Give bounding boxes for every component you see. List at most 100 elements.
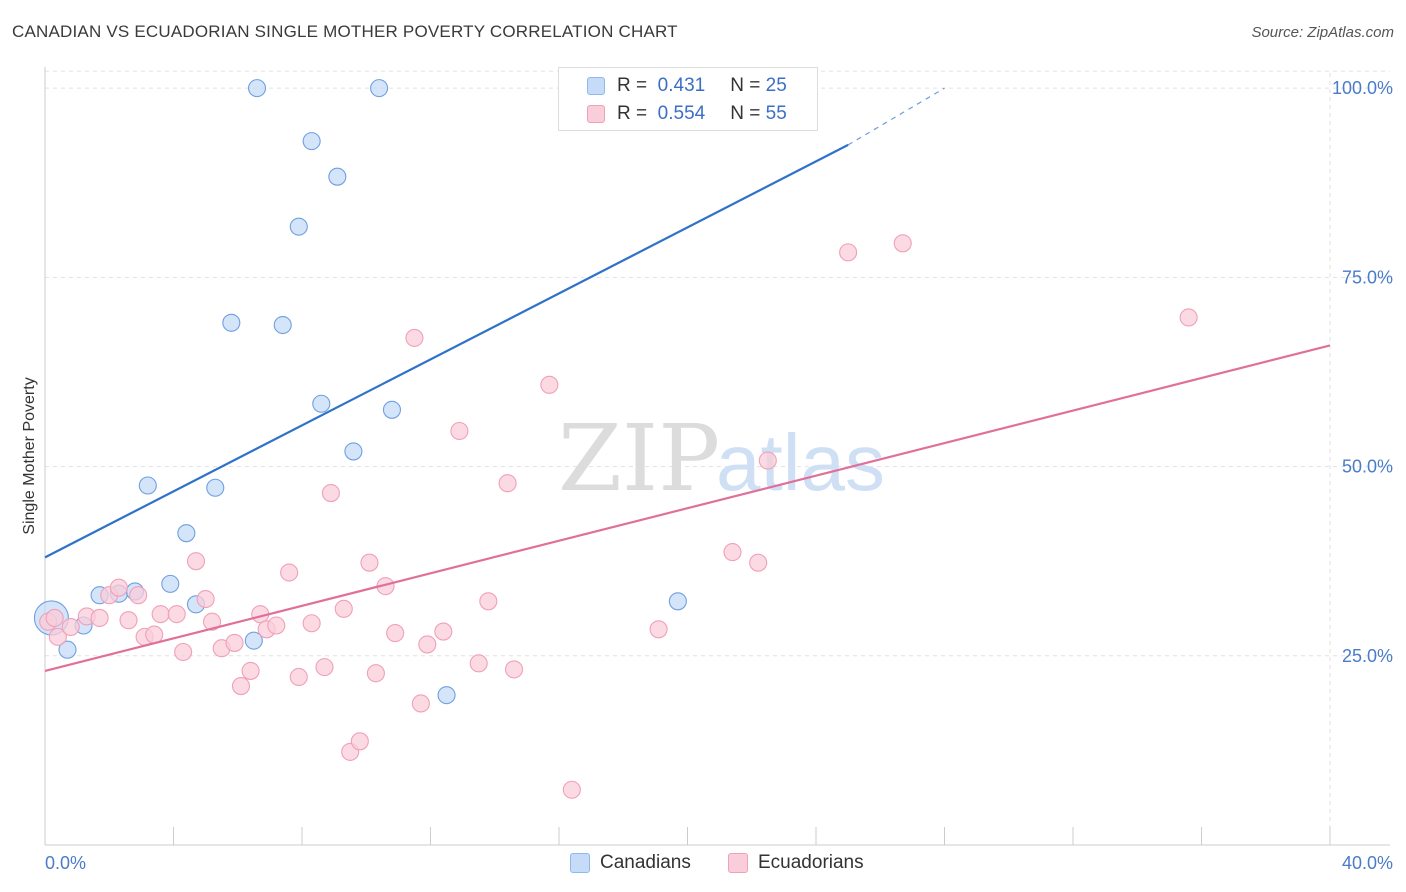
chart-title: CANADIAN VS ECUADORIAN SINGLE MOTHER POV…: [12, 22, 678, 41]
point-ecuadorians: [48, 627, 67, 646]
tick-labels: 25.0% 50.0% 75.0% 100.0% 0.0% 40.0%: [45, 78, 1393, 873]
stats-legend: R = 0.431 N = 25 R = 0.554 N = 55: [558, 67, 818, 131]
point-ecuadorians: [151, 605, 170, 624]
point-ecuadorians: [418, 635, 437, 654]
point-ecuadorians: [289, 667, 308, 687]
point-ecuadorians: [434, 622, 453, 641]
point-ecuadorians: [203, 612, 222, 631]
x-tick-label: 40.0%: [1342, 853, 1393, 873]
axes: [44, 67, 1390, 846]
point-canadians: [58, 640, 77, 659]
point-ecuadorians: [174, 642, 193, 662]
point-ecuadorians: [350, 732, 369, 751]
y-tick-label: 100.0%: [1332, 78, 1393, 98]
bottom-swatch-ecuadorians: [728, 853, 748, 873]
point-ecuadorians: [109, 578, 128, 597]
point-ecuadorians: [411, 694, 430, 713]
trend-extension-canadians: [847, 87, 945, 146]
watermark: ZIP atlas: [558, 405, 885, 512]
point-ecuadorians: [360, 553, 379, 572]
source-label: Source: ZipAtlas.com: [1251, 24, 1394, 41]
point-ecuadorians: [186, 552, 206, 571]
legend-r-label: R =: [617, 103, 648, 124]
point-ecuadorians: [723, 543, 742, 562]
point-ecuadorians: [839, 243, 858, 262]
point-ecuadorians: [119, 611, 138, 630]
point-canadians: [668, 592, 687, 611]
legend-swatch-ecuadorians: [587, 105, 605, 123]
bottom-swatch-canadians: [570, 853, 590, 873]
point-ecuadorians: [231, 677, 251, 696]
point-ecuadorians: [321, 484, 340, 503]
legend-row-ecuadorians: R = 0.554 N = 55: [587, 101, 787, 127]
point-ecuadorians: [450, 421, 469, 441]
point-ecuadorians: [241, 661, 260, 680]
watermark-atlas: atlas: [716, 418, 885, 507]
point-canadians: [161, 574, 180, 593]
point-canadians: [289, 217, 308, 236]
point-ecuadorians: [167, 605, 186, 624]
point-ecuadorians: [1179, 308, 1198, 327]
point-ecuadorians: [334, 599, 353, 618]
point-ecuadorians: [479, 592, 498, 611]
point-canadians: [344, 442, 363, 461]
point-ecuadorians: [267, 616, 286, 635]
point-ecuadorians: [504, 660, 524, 679]
point-canadians: [382, 400, 402, 419]
point-ecuadorians: [196, 589, 215, 609]
point-canadians: [247, 79, 267, 98]
point-ecuadorians: [649, 620, 668, 639]
x-tick-label: 0.0%: [45, 853, 86, 873]
grid-lines: [45, 70, 1390, 845]
point-ecuadorians: [758, 451, 777, 470]
bottom-legend-ecuadorians: Ecuadorians: [728, 852, 864, 874]
point-ecuadorians: [129, 586, 148, 605]
point-ecuadorians: [145, 625, 164, 644]
legend-n-value-ecuadorians: 55: [765, 103, 787, 124]
legend-r-value-canadians: 0.431: [657, 75, 706, 96]
point-canadians: [328, 167, 347, 186]
watermark-zip: ZIP: [558, 405, 720, 512]
point-canadians: [273, 315, 292, 335]
point-canadians: [302, 132, 321, 151]
point-ecuadorians: [386, 624, 405, 643]
bottom-legend-canadians: Canadians: [570, 852, 691, 874]
y-tick-label: 75.0%: [1342, 267, 1393, 287]
point-canadians: [138, 476, 157, 495]
point-ecuadorians: [893, 234, 912, 253]
point-ecuadorians: [749, 553, 768, 572]
point-ecuadorians: [315, 658, 334, 677]
trend-lines: [44, 87, 1331, 672]
point-canadians: [244, 631, 263, 650]
point-ecuadorians: [45, 608, 64, 627]
point-ecuadorians: [61, 617, 80, 637]
legend-n-label: N =: [730, 75, 761, 96]
legend-r-label: R =: [617, 75, 648, 96]
y-tick-label: 25.0%: [1342, 646, 1393, 666]
legend-r-value-ecuadorians: 0.554: [657, 103, 706, 124]
point-canadians: [437, 686, 456, 705]
trend-line-canadians: [44, 143, 849, 559]
legend-row-canadians: R = 0.431 N = 25: [587, 73, 787, 99]
point-canadians: [222, 313, 241, 332]
point-ecuadorians: [280, 563, 299, 582]
point-canadians: [312, 394, 331, 413]
y-tick-label: 50.0%: [1342, 457, 1393, 477]
legend-swatch-canadians: [587, 77, 605, 95]
point-ecuadorians: [90, 608, 109, 627]
point-ecuadorians: [540, 375, 559, 394]
point-ecuadorians: [469, 654, 488, 673]
point-canadians: [370, 79, 389, 98]
point-ecuadorians: [225, 633, 244, 652]
point-ecuadorians: [366, 664, 385, 683]
y-axis-label: Single Mother Poverty: [21, 377, 38, 534]
point-ecuadorians: [405, 328, 424, 347]
point-ecuadorians: [302, 614, 321, 633]
legend-n-label: N =: [730, 103, 761, 124]
legend-n-value-canadians: 25: [765, 75, 787, 96]
trend-line-ecuadorians: [44, 344, 1331, 672]
point-canadians: [206, 478, 225, 497]
point-canadians: [177, 524, 196, 543]
bottom-legend-label-canadians: Canadians: [600, 852, 691, 873]
